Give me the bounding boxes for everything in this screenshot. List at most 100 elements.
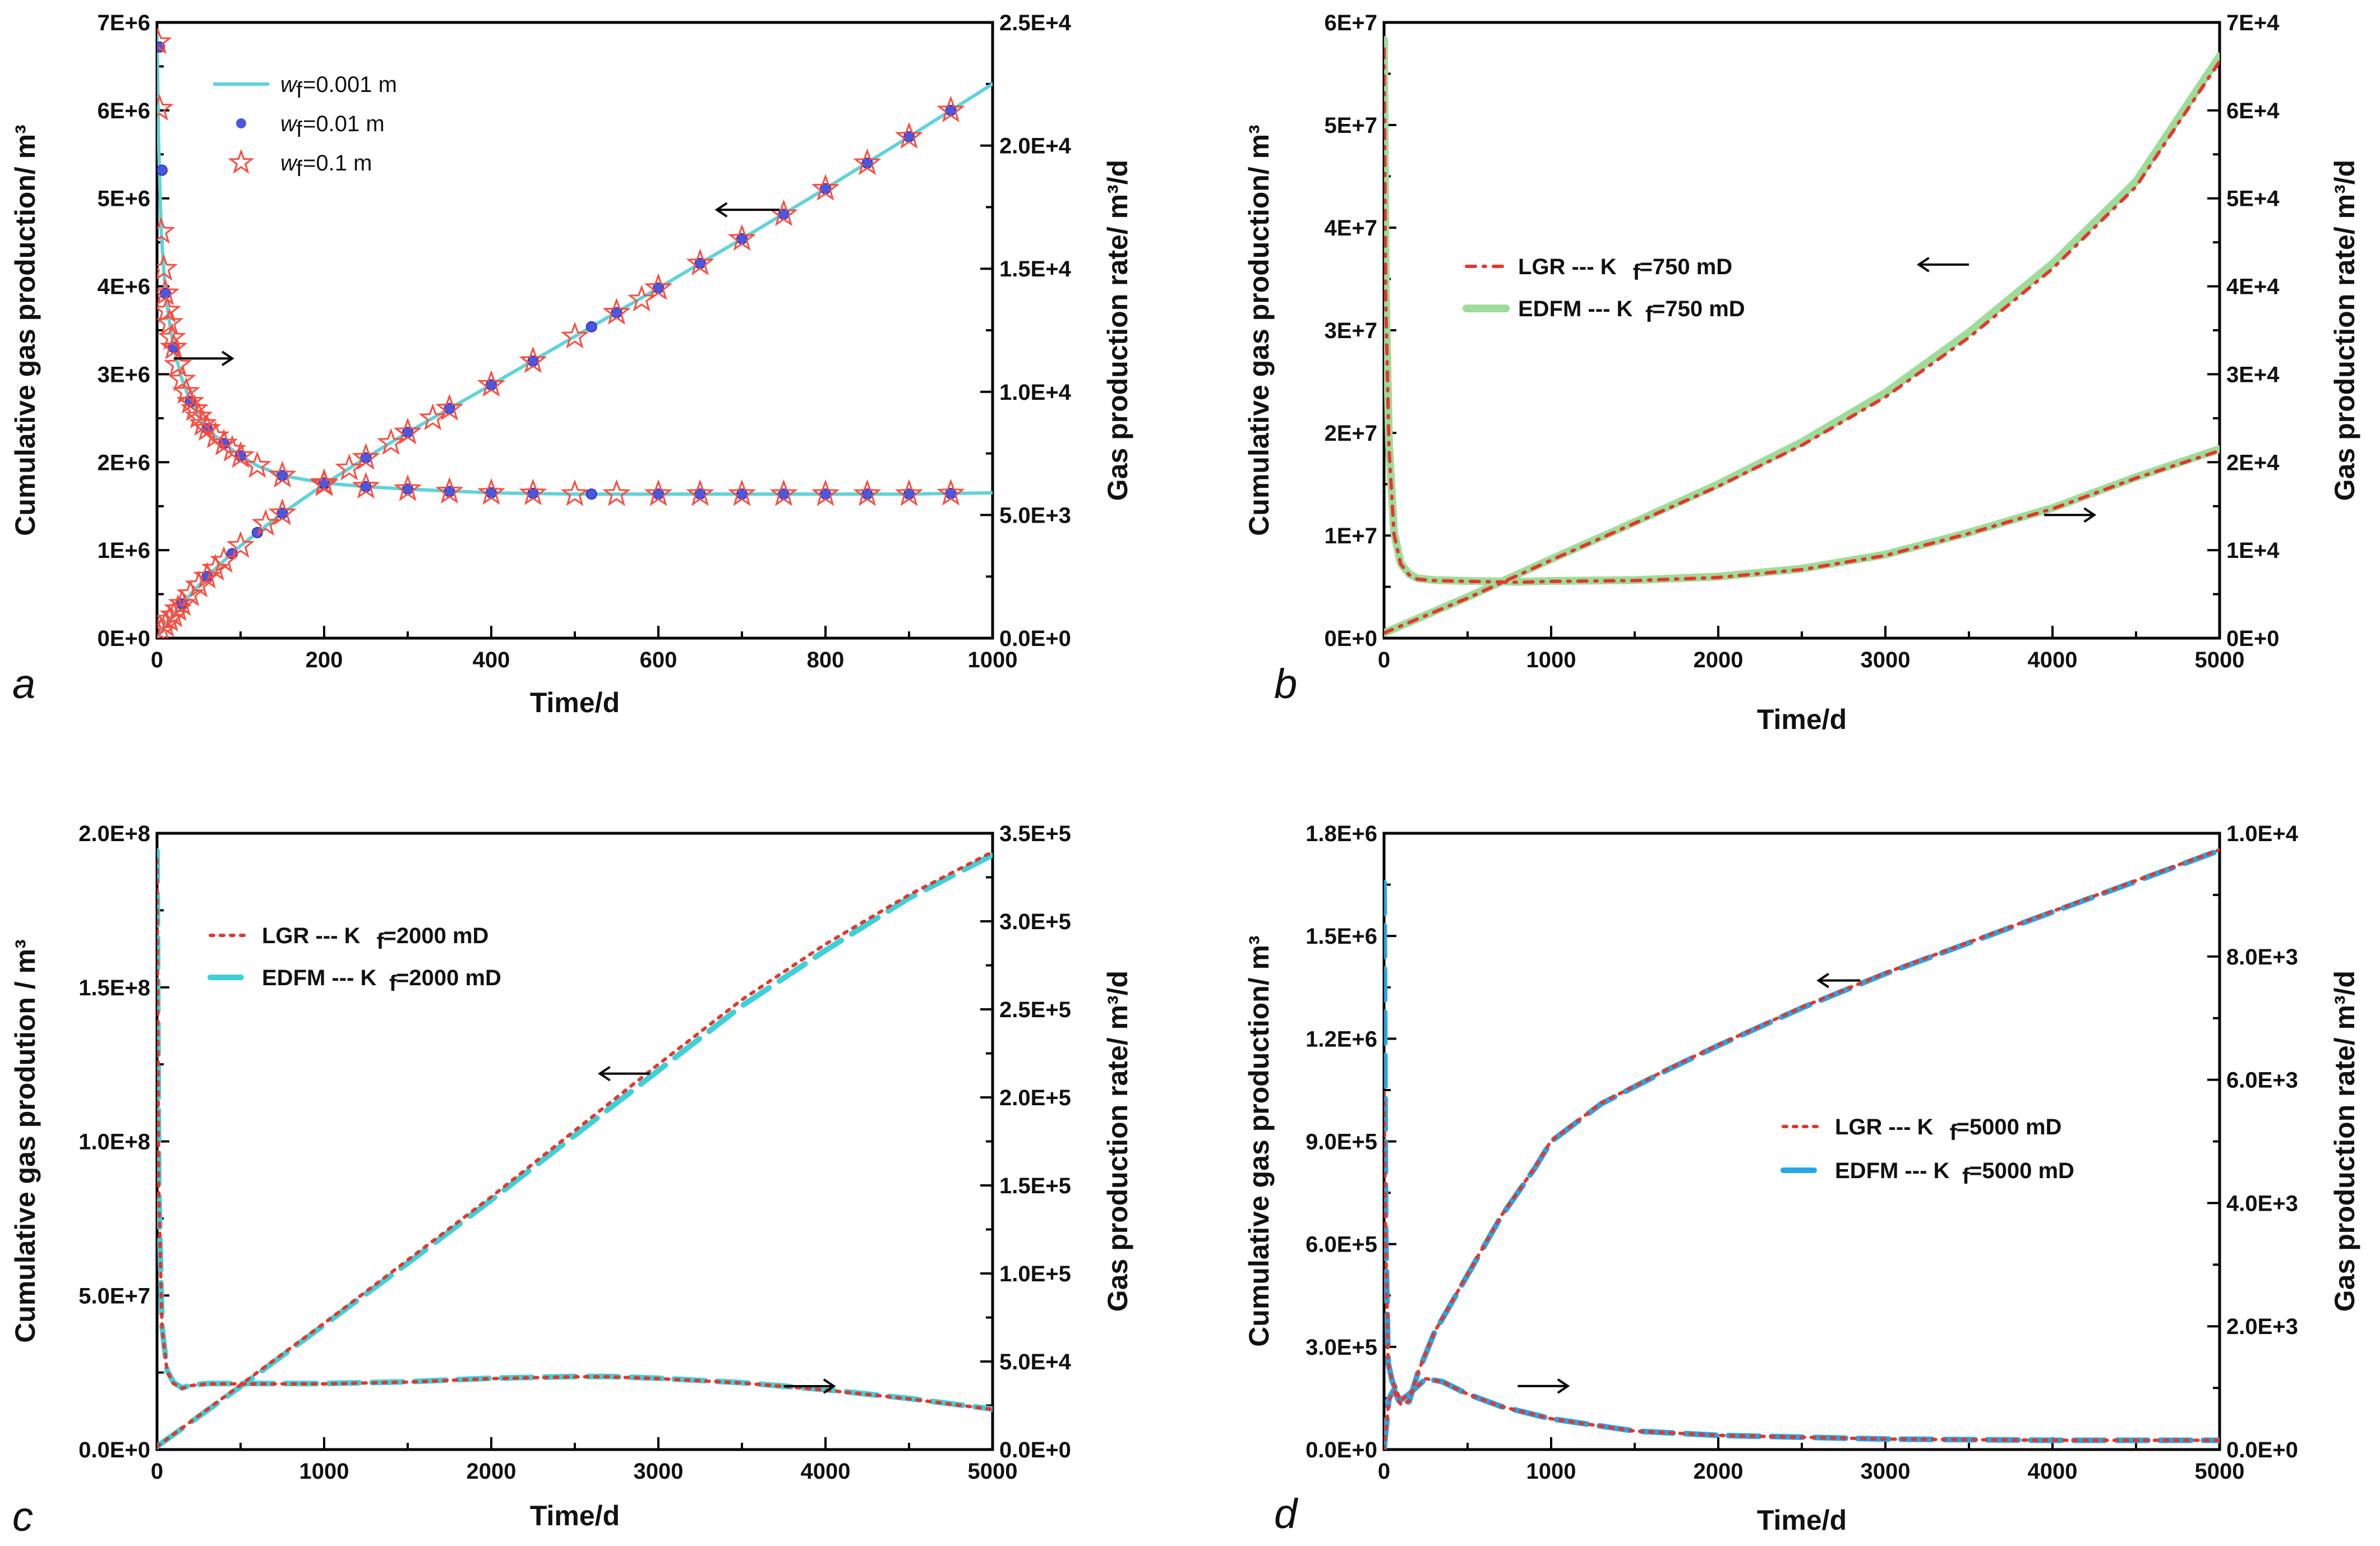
y-left-tick-label: 6E+7 bbox=[1324, 11, 1377, 35]
x-tick-label: 1000 bbox=[299, 1459, 349, 1484]
data-point bbox=[853, 148, 882, 176]
y-left-axis-label: Cumulative gas production/ m³ bbox=[1243, 124, 1275, 536]
legend-label: EDFM --- K bbox=[1835, 1159, 1950, 1183]
data-point bbox=[352, 472, 380, 499]
data-point bbox=[477, 478, 506, 505]
panel-letter: c bbox=[12, 1493, 33, 1540]
legend-subscript: f bbox=[1645, 302, 1653, 327]
legend-symbol: w bbox=[280, 112, 298, 136]
series-3 bbox=[157, 858, 993, 1411]
series-0 bbox=[1384, 52, 2220, 637]
data-point bbox=[560, 479, 589, 506]
series-1 bbox=[1384, 879, 2220, 1443]
legend-label: =2000 mD bbox=[396, 966, 501, 990]
arrow-head bbox=[598, 1065, 611, 1082]
series-line bbox=[1384, 59, 2220, 635]
legend: w f =0.001 mw f =0.01 mw f =0.1 m bbox=[213, 72, 397, 181]
legend-subscript: f bbox=[1950, 1120, 1958, 1145]
y-left-tick-label: 5E+7 bbox=[1324, 113, 1377, 138]
y-left-tick-label: 4E+6 bbox=[97, 275, 150, 299]
x-tick-label: 1000 bbox=[968, 648, 1018, 672]
x-tick-label: 0 bbox=[1378, 1459, 1390, 1484]
x-tick-label: 4000 bbox=[2028, 1459, 2078, 1484]
legend-subscript: f bbox=[296, 156, 303, 181]
data-point bbox=[585, 488, 597, 500]
plot-area bbox=[157, 27, 993, 638]
x-tick-label: 1000 bbox=[1526, 1459, 1576, 1484]
y-left-tick-label: 6.0E+5 bbox=[1306, 1233, 1377, 1257]
arrow-head bbox=[1916, 257, 1930, 273]
data-point bbox=[560, 321, 589, 349]
y-right-tick-label: 5.0E+4 bbox=[999, 1350, 1072, 1374]
data-point bbox=[268, 498, 297, 525]
data-point bbox=[435, 394, 464, 421]
y-right-tick-label: 2.5E+4 bbox=[999, 11, 1072, 35]
data-point bbox=[853, 479, 882, 506]
y-right-tick-label: 2.0E+3 bbox=[2226, 1314, 2298, 1339]
data-point bbox=[769, 479, 798, 506]
x-tick-label: 5000 bbox=[2195, 1459, 2245, 1484]
series-2 bbox=[1384, 59, 2220, 635]
plot-frame bbox=[1382, 832, 2221, 1451]
y-right-tick-label: 5.0E+3 bbox=[999, 503, 1071, 528]
y-right-tick-label: 7E+4 bbox=[2226, 11, 2280, 35]
x-tick-label: 3000 bbox=[1861, 1459, 1911, 1484]
data-point bbox=[352, 442, 380, 470]
data-point bbox=[937, 95, 965, 123]
data-point bbox=[894, 122, 924, 149]
series-line bbox=[157, 848, 993, 1412]
panel-letter: b bbox=[1274, 661, 1297, 707]
y-right-tick-label: 0.0E+0 bbox=[999, 1438, 1071, 1462]
x-tick-label: 600 bbox=[640, 648, 677, 672]
data-point bbox=[727, 224, 757, 251]
y-right-tick-label: 1.0E+4 bbox=[999, 380, 1072, 405]
data-point bbox=[393, 474, 422, 501]
plot-area bbox=[157, 848, 993, 1450]
data-point bbox=[157, 253, 178, 281]
series-line bbox=[1384, 1090, 2220, 1442]
y-left-axis-label: Cumulative gas prodution / m³ bbox=[10, 939, 41, 1342]
plot-area bbox=[1384, 847, 2220, 1450]
arrow-head bbox=[1557, 1378, 1570, 1394]
series-3 bbox=[1384, 47, 2220, 584]
legend-label: =2000 mD bbox=[384, 924, 489, 948]
x-tick-label: 1000 bbox=[1526, 648, 1576, 672]
y-left-tick-label: 0E+0 bbox=[97, 626, 150, 651]
legend-symbol: w bbox=[280, 72, 298, 97]
series-line bbox=[1384, 879, 2220, 1443]
x-axis-label: Time/d bbox=[1757, 1505, 1847, 1536]
series-line bbox=[157, 850, 993, 1448]
x-tick-label: 5000 bbox=[2195, 648, 2245, 672]
y-left-tick-label: 1.5E+6 bbox=[1306, 924, 1377, 949]
data-point bbox=[185, 402, 213, 429]
data-point bbox=[937, 478, 965, 506]
data-point bbox=[168, 364, 196, 392]
legend-label: =0.01 m bbox=[303, 112, 385, 136]
x-tick-label: 400 bbox=[473, 648, 510, 672]
chart-panel-d: 0 1000 2000 3000 4000 50000.0E+03.0E+56.0E+59… bbox=[1243, 822, 2360, 1537]
y-right-tick-label: 1.5E+5 bbox=[999, 1174, 1071, 1198]
x-axis-label: Time/d bbox=[530, 687, 620, 718]
x-tick-label: 0 bbox=[151, 1459, 163, 1484]
legend-label: LGR --- K bbox=[1518, 255, 1617, 279]
y-right-tick-label: 6.0E+3 bbox=[2226, 1068, 2298, 1093]
legend-symbol: w bbox=[280, 151, 298, 176]
legend-label: EDFM --- K bbox=[1518, 297, 1633, 321]
data-point bbox=[157, 94, 174, 121]
series-3 bbox=[1384, 1090, 2220, 1442]
x-tick-label: 2000 bbox=[1694, 648, 1744, 672]
series-1 bbox=[157, 848, 993, 1412]
y-right-tick-label: 6E+4 bbox=[2226, 99, 2280, 123]
y-left-tick-label: 1E+7 bbox=[1324, 524, 1377, 548]
y-left-tick-label: 0E+0 bbox=[1324, 626, 1377, 651]
y-left-tick-label: 1.8E+6 bbox=[1306, 822, 1377, 846]
y-right-tick-label: 2E+4 bbox=[2226, 450, 2280, 475]
series-5 bbox=[157, 27, 965, 506]
data-point bbox=[188, 409, 218, 436]
data-point bbox=[310, 468, 339, 495]
y-right-tick-label: 0.0E+0 bbox=[999, 626, 1071, 651]
series-1 bbox=[157, 33, 993, 496]
data-point bbox=[157, 27, 172, 54]
